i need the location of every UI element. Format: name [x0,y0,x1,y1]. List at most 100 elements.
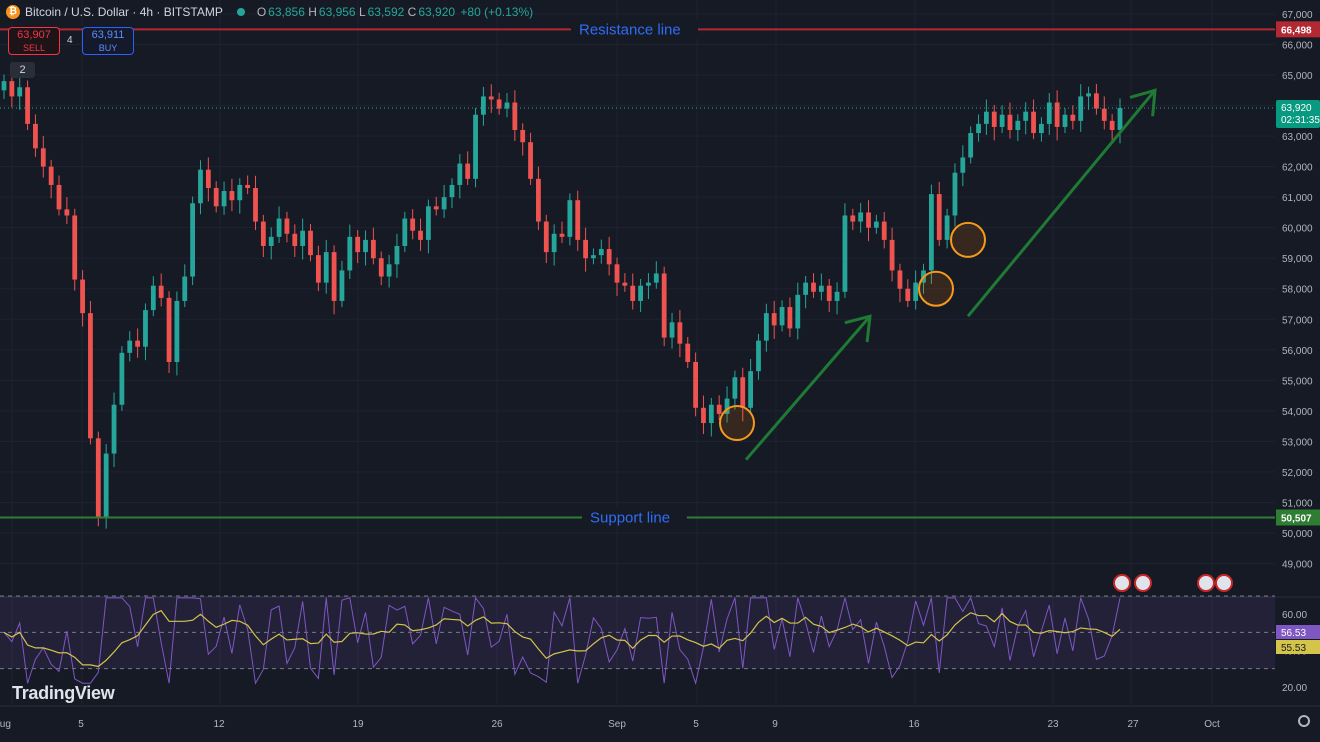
high-value: 63,956 [318,5,356,19]
candle-body [913,282,919,301]
spread-value: 4 [67,35,73,46]
candle-body [591,255,596,259]
resistance-label: Resistance line [579,21,681,38]
candle-body [347,236,353,271]
candle-body [127,340,133,353]
candle-body [716,404,722,414]
candle-body [748,371,754,408]
layers-count: 2 [19,64,26,76]
candle-body [952,172,958,216]
rsi-line [3,596,1121,686]
candle-body [1117,108,1123,130]
candle-body [292,233,298,246]
candle-body [528,142,533,179]
candle-body [33,123,38,149]
price-tick-label: 60,000 [1282,224,1313,235]
rsi-ma-line [3,609,1121,668]
candle-body [221,191,227,207]
candle-body [968,133,974,158]
price-tick-label: 55,000 [1282,376,1313,387]
sell-button[interactable]: 63,907 SELL [8,27,60,55]
support-label: Support line [590,509,670,526]
candle-body [1086,93,1091,97]
symbol-header[interactable]: ₿ Bitcoin / U.S. Dollar · 4h · BITSTAMP … [0,0,533,24]
candle-body [1101,108,1107,121]
candle-body [646,282,651,286]
low-value: 63,592 [367,5,405,19]
candle-body [740,377,746,408]
candle-body [158,285,164,298]
candle-body [551,233,557,253]
candle-body [724,398,730,414]
candle-body [300,230,306,246]
economic-event-icon [1215,574,1233,592]
price-tick-label: 62,000 [1282,163,1313,174]
candle-body [653,273,659,283]
candle-body [614,264,620,283]
price-tick-label: 66,000 [1282,41,1313,52]
candle-body [606,249,612,265]
high-label: H [308,5,317,19]
candle-body [418,230,423,240]
buy-button[interactable]: 63,911 BUY [82,27,134,55]
candle-body [960,157,966,173]
candle-body [1062,114,1068,127]
candle-body [897,270,903,289]
candle-body [732,377,738,399]
candle-body [818,285,824,292]
candle-body [685,343,691,362]
symbol-title[interactable]: Bitcoin / U.S. Dollar · 4h · BITSTAMP [25,5,223,19]
candle-body [182,276,188,301]
time-tick-label: 5 [78,719,84,730]
candle-body [944,215,950,240]
candle-body [229,191,235,201]
low-label: L [358,5,366,19]
candle-body [276,218,282,237]
candle-body [410,218,416,231]
candle-body [386,264,392,277]
buy-price: 63,911 [91,29,125,41]
candle-body [253,188,258,222]
candle-body [512,102,518,130]
candle-body [693,362,699,408]
candle-body [559,233,565,237]
annotation-circle [950,221,986,258]
candle-body [111,404,117,454]
candle-body [858,212,864,222]
time-tick-label: 19 [352,719,364,730]
candle-body [40,148,46,167]
candle-body [630,285,636,301]
sell-price: 63,907 [17,29,51,41]
candle-body [88,313,93,439]
candle-body [756,340,761,372]
candle-body [64,209,70,216]
candle-body [143,310,148,347]
candle-body [95,438,101,518]
candle-body [567,200,573,237]
candle-body [677,322,683,344]
candle-body [1023,111,1029,121]
price-tick-label: 61,000 [1282,193,1313,204]
candle-body [991,111,997,127]
price-tick-label: 50,000 [1282,529,1313,540]
indicator-layers-toggle[interactable]: 2 [10,62,35,78]
resistance-tag [1276,21,1320,38]
candle-body [575,200,581,240]
candle-body [889,239,895,271]
last-price-countdown: 02:31:35 [1281,115,1320,126]
resistance-label-bg [571,20,698,39]
candle-body [150,285,156,311]
price-tick-label: 63,000 [1282,132,1313,143]
candle-body [245,184,251,188]
candle-body [174,300,180,362]
candle-body [205,169,211,188]
market-status-icon [236,8,245,16]
price-tick-label: 65,000 [1282,71,1313,82]
candle-body [850,215,856,222]
price-tick-label: 54,000 [1282,407,1313,418]
candle-body [103,453,109,518]
candle-body [237,184,243,201]
time-tick-label: Aug [0,719,11,730]
settings-gear-icon[interactable] [1298,715,1310,727]
